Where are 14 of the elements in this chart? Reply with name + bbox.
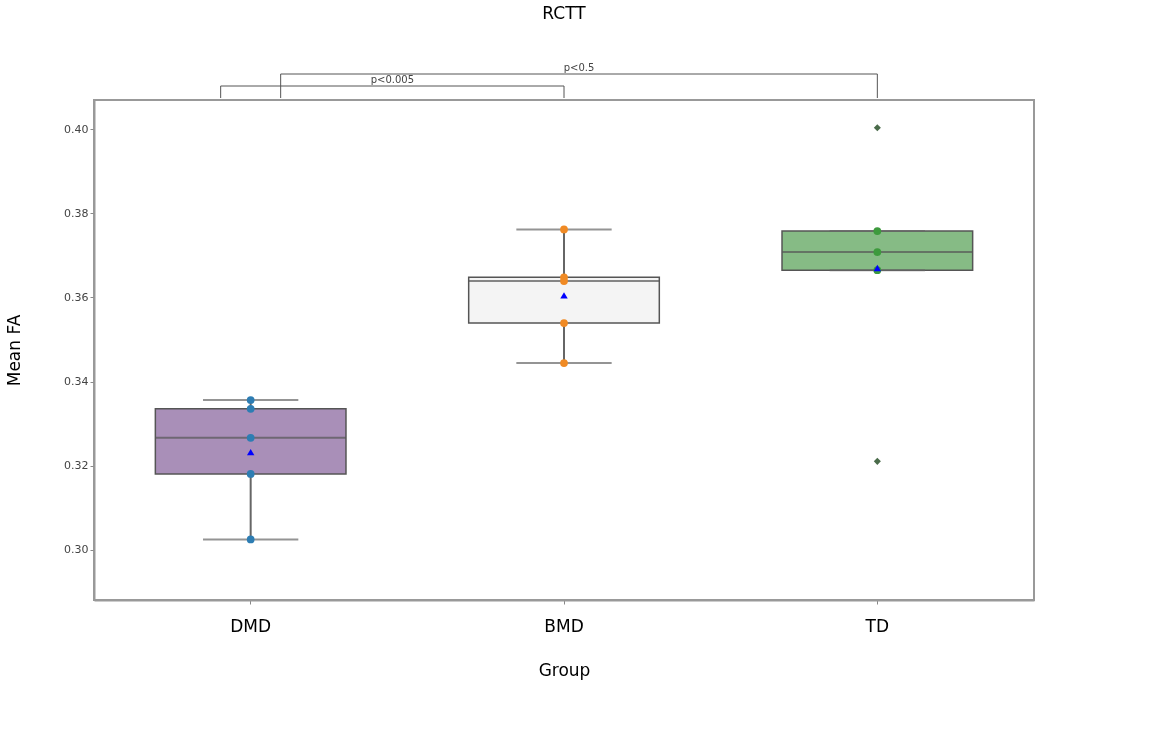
y-tick-label: 0.34 [64, 375, 89, 389]
x-axis-title: Group [538, 659, 591, 680]
y-tick-label: 0.38 [64, 206, 89, 220]
y-tick-label: 0.40 [64, 122, 89, 136]
x-tick-label: BMD [544, 615, 584, 636]
chart-title: RCTT [542, 3, 587, 23]
text: p<0.005 [370, 74, 415, 85]
text: p<0.5 [563, 62, 595, 73]
x-tick-label: TD [864, 615, 890, 636]
y-tick-label: 0.30 [64, 543, 89, 557]
y-tick-label: 0.36 [64, 290, 89, 304]
y-tick-label: 0.32 [64, 459, 89, 473]
x-tick-label: DMD [230, 615, 272, 636]
y-axis-title: Mean FA [4, 314, 25, 387]
